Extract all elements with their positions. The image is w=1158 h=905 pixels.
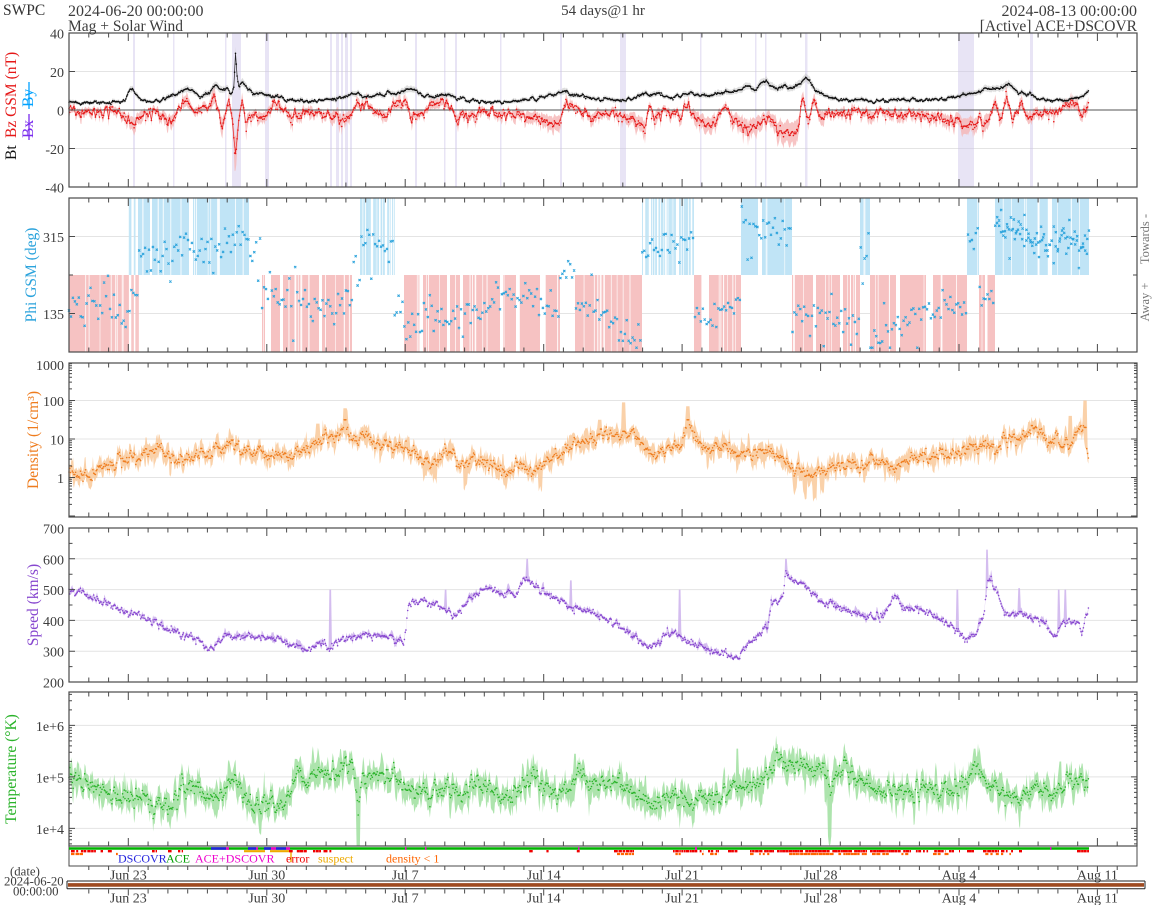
svg-text:1000: 1000 <box>36 359 64 374</box>
svg-text:2024-08-13 00:00:00: 2024-08-13 00:00:00 <box>1001 3 1137 20</box>
svg-text:135: 135 <box>43 308 64 323</box>
svg-text:Away +: Away + <box>1138 283 1152 322</box>
svg-text:700: 700 <box>43 523 64 538</box>
svg-text:Jun 23: Jun 23 <box>110 892 147 905</box>
svg-text:1: 1 <box>57 472 64 487</box>
svg-text:Jul 21: Jul 21 <box>665 869 699 884</box>
svg-text:200: 200 <box>43 677 64 692</box>
svg-text:Aug 11: Aug 11 <box>1077 869 1118 884</box>
svg-text:Jul 21: Jul 21 <box>665 892 699 905</box>
svg-text:400: 400 <box>43 615 64 630</box>
svg-text:100: 100 <box>43 395 64 410</box>
svg-text:600: 600 <box>43 553 64 568</box>
svg-text:suspect: suspect <box>318 852 354 866</box>
svg-text:10: 10 <box>50 434 64 449</box>
svg-text:DSCOVR: DSCOVR <box>118 852 167 866</box>
svg-text:SWPC: SWPC <box>3 2 45 19</box>
svg-text:20: 20 <box>50 66 64 81</box>
svg-text:ACE: ACE <box>166 852 190 866</box>
svg-text:ACE+DSCOVR: ACE+DSCOVR <box>195 852 274 866</box>
svg-text:Towards -: Towards - <box>1138 214 1152 264</box>
svg-text:Jul 28: Jul 28 <box>804 869 838 884</box>
svg-text:300: 300 <box>43 646 64 661</box>
svg-text:0: 0 <box>57 105 64 120</box>
svg-text:Jul 28: Jul 28 <box>804 892 838 905</box>
svg-text:Jul 14: Jul 14 <box>527 892 561 905</box>
svg-text:Aug 4: Aug 4 <box>942 892 977 905</box>
svg-text:(date): (date) <box>10 865 40 879</box>
svg-text:Jun 30: Jun 30 <box>248 869 285 884</box>
svg-text:1e+5: 1e+5 <box>36 771 64 786</box>
svg-text:315: 315 <box>43 231 64 246</box>
svg-text:density < 1: density < 1 <box>386 852 439 866</box>
svg-text:-40: -40 <box>45 182 64 197</box>
svg-text:Jun 30: Jun 30 <box>248 892 285 905</box>
svg-text:-20: -20 <box>45 143 64 158</box>
svg-text:Speed (km/s): Speed (km/s) <box>25 564 42 646</box>
svg-text:Phi GSM (deg): Phi GSM (deg) <box>23 228 40 323</box>
svg-text:Aug 11: Aug 11 <box>1077 892 1118 905</box>
svg-text:Bz GSM (nT): Bz GSM (nT) <box>3 52 20 138</box>
svg-text:Jul 7: Jul 7 <box>392 892 419 905</box>
svg-text:Bt: Bt <box>3 145 20 160</box>
svg-text:1e+6: 1e+6 <box>36 720 64 735</box>
svg-text:[Active] ACE+DSCOVR: [Active] ACE+DSCOVR <box>980 18 1138 35</box>
svg-text:00:00:00: 00:00:00 <box>13 885 59 899</box>
svg-text:error: error <box>286 852 309 866</box>
svg-text:Jul 7: Jul 7 <box>392 869 419 884</box>
svg-text:1e+4: 1e+4 <box>36 823 64 838</box>
svg-text:Jun 23: Jun 23 <box>110 869 147 884</box>
svg-text:2024-06-20: 2024-06-20 <box>4 875 64 889</box>
svg-text:Aug 4: Aug 4 <box>942 869 977 884</box>
svg-text:40: 40 <box>50 28 64 43</box>
svg-text:500: 500 <box>43 584 64 599</box>
svg-text:Temperature (°K): Temperature (°K) <box>3 714 20 824</box>
svg-text:Density (1/cm³): Density (1/cm³) <box>25 391 42 489</box>
svg-text:Jul 14: Jul 14 <box>527 869 561 884</box>
svg-text:54 days@1 hr: 54 days@1 hr <box>561 3 645 19</box>
svg-text:Mag + Solar Wind: Mag + Solar Wind <box>68 18 183 35</box>
svg-text:2024-06-20 00:00:00: 2024-06-20 00:00:00 <box>68 3 204 20</box>
